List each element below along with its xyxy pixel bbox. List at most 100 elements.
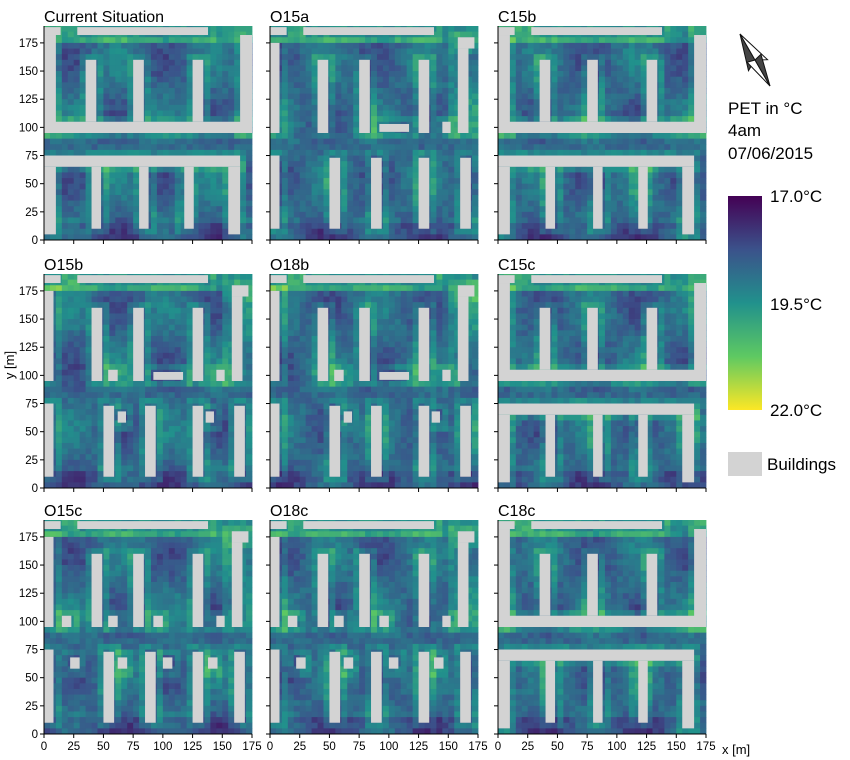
heatmap-cell (599, 228, 606, 235)
heatmap-cell (156, 110, 164, 117)
heatmap-cell (174, 307, 182, 314)
heatmap-cell (454, 200, 461, 207)
heatmap-cell (162, 392, 170, 399)
heatmap-cell (97, 437, 104, 444)
heatmap-cell (466, 71, 473, 78)
heatmap-cell (79, 454, 86, 461)
heatmap-cell (616, 138, 624, 145)
heatmap-cell (311, 87, 318, 94)
heatmap-cell (563, 206, 570, 213)
heatmap-cell (150, 307, 158, 314)
heatmap-cell (168, 234, 176, 241)
heatmap-cell (359, 161, 366, 168)
heatmap-cell (515, 82, 523, 89)
heatmap-cell (61, 364, 69, 371)
heatmap-cell (341, 155, 348, 162)
heatmap-cell (174, 183, 182, 190)
heatmap-cell (388, 116, 396, 123)
heatmap-cell (658, 194, 665, 201)
heatmap-cell (610, 211, 618, 218)
heatmap-cell (700, 31, 707, 38)
heatmap-cell (323, 161, 330, 168)
heatmap-cell (73, 296, 81, 303)
heatmap-cell (382, 217, 390, 224)
heatmap-cell (634, 138, 642, 145)
heatmap-cell (55, 93, 63, 100)
heatmap-cell (67, 234, 75, 241)
heatmap-cell (91, 414, 98, 421)
heatmap-cell (103, 116, 110, 123)
heatmap-cell (347, 127, 354, 134)
heatmap-cell (676, 93, 683, 100)
heatmap-cell (305, 54, 312, 61)
heatmap-cell (634, 228, 642, 235)
heatmap-cell (317, 223, 324, 230)
heatmap-cell (527, 166, 535, 173)
heatmap-cell (622, 99, 630, 106)
heatmap-cell (246, 161, 253, 168)
heatmap-cell (145, 381, 152, 388)
heatmap-cell (210, 99, 217, 106)
heatmap-cell (174, 110, 182, 117)
heatmap-cell (115, 116, 122, 123)
heatmap-cell (168, 358, 176, 365)
heatmap-cell (162, 178, 170, 185)
heatmap-cell (442, 144, 449, 151)
heatmap-cell (287, 65, 295, 72)
heatmap-cell (109, 189, 116, 196)
heatmap-cell (293, 155, 301, 162)
heatmap-cell (400, 110, 408, 117)
heatmap-cell (694, 161, 701, 168)
heatmap-cell (545, 149, 552, 156)
heatmap-cell (616, 82, 624, 89)
heatmap-cell (115, 99, 122, 106)
heatmap-cell (109, 392, 116, 399)
heatmap-cell (382, 161, 390, 168)
heatmap-cell (406, 161, 414, 168)
heatmap-cell (103, 104, 110, 111)
heatmap-cell (115, 465, 122, 472)
heatmap-cell (299, 42, 307, 49)
heatmap-cell (557, 194, 564, 201)
heatmap-cell (700, 206, 707, 213)
heatmap-cell (533, 228, 540, 235)
heatmap-cell (622, 172, 630, 179)
heatmap-cell (628, 48, 636, 55)
heatmap-cell (335, 82, 342, 89)
heatmap-cell (521, 26, 529, 33)
heatmap-cell (67, 420, 75, 427)
heatmap-cell (67, 217, 75, 224)
heatmap-cell (174, 149, 182, 156)
heatmap-cell (293, 71, 301, 78)
heatmap-cell (335, 65, 342, 72)
heatmap-cell (604, 104, 612, 111)
heatmap-cell (180, 54, 188, 61)
heatmap-cell (628, 183, 636, 190)
heatmap-cell (103, 178, 110, 185)
heatmap-cell (329, 144, 336, 151)
heatmap-cell (121, 454, 128, 461)
heatmap-cell (442, 189, 449, 196)
heatmap-cell (85, 144, 92, 151)
heatmap-cell (180, 290, 188, 297)
heatmap-cell (646, 48, 653, 55)
heatmap-cell (97, 459, 104, 466)
heatmap-cell (174, 104, 182, 111)
heatmap-cell (305, 133, 312, 140)
heatmap-cell (317, 183, 324, 190)
heatmap-cell (162, 133, 170, 140)
heatmap-cell (688, 93, 695, 100)
heatmap-cell (658, 223, 665, 230)
heatmap-cell (275, 37, 283, 44)
heatmap-cell (85, 172, 92, 179)
heatmap-cell (85, 189, 92, 196)
heatmap-cell (228, 26, 235, 33)
heatmap-cell (670, 37, 677, 44)
heatmap-cell (162, 313, 170, 320)
heatmap-cell (174, 459, 182, 466)
heatmap-cell (127, 166, 134, 173)
heatmap-cell (575, 228, 582, 235)
heatmap-cell (412, 48, 419, 55)
heatmap-cell (240, 189, 247, 196)
heatmap-cell (73, 82, 81, 89)
